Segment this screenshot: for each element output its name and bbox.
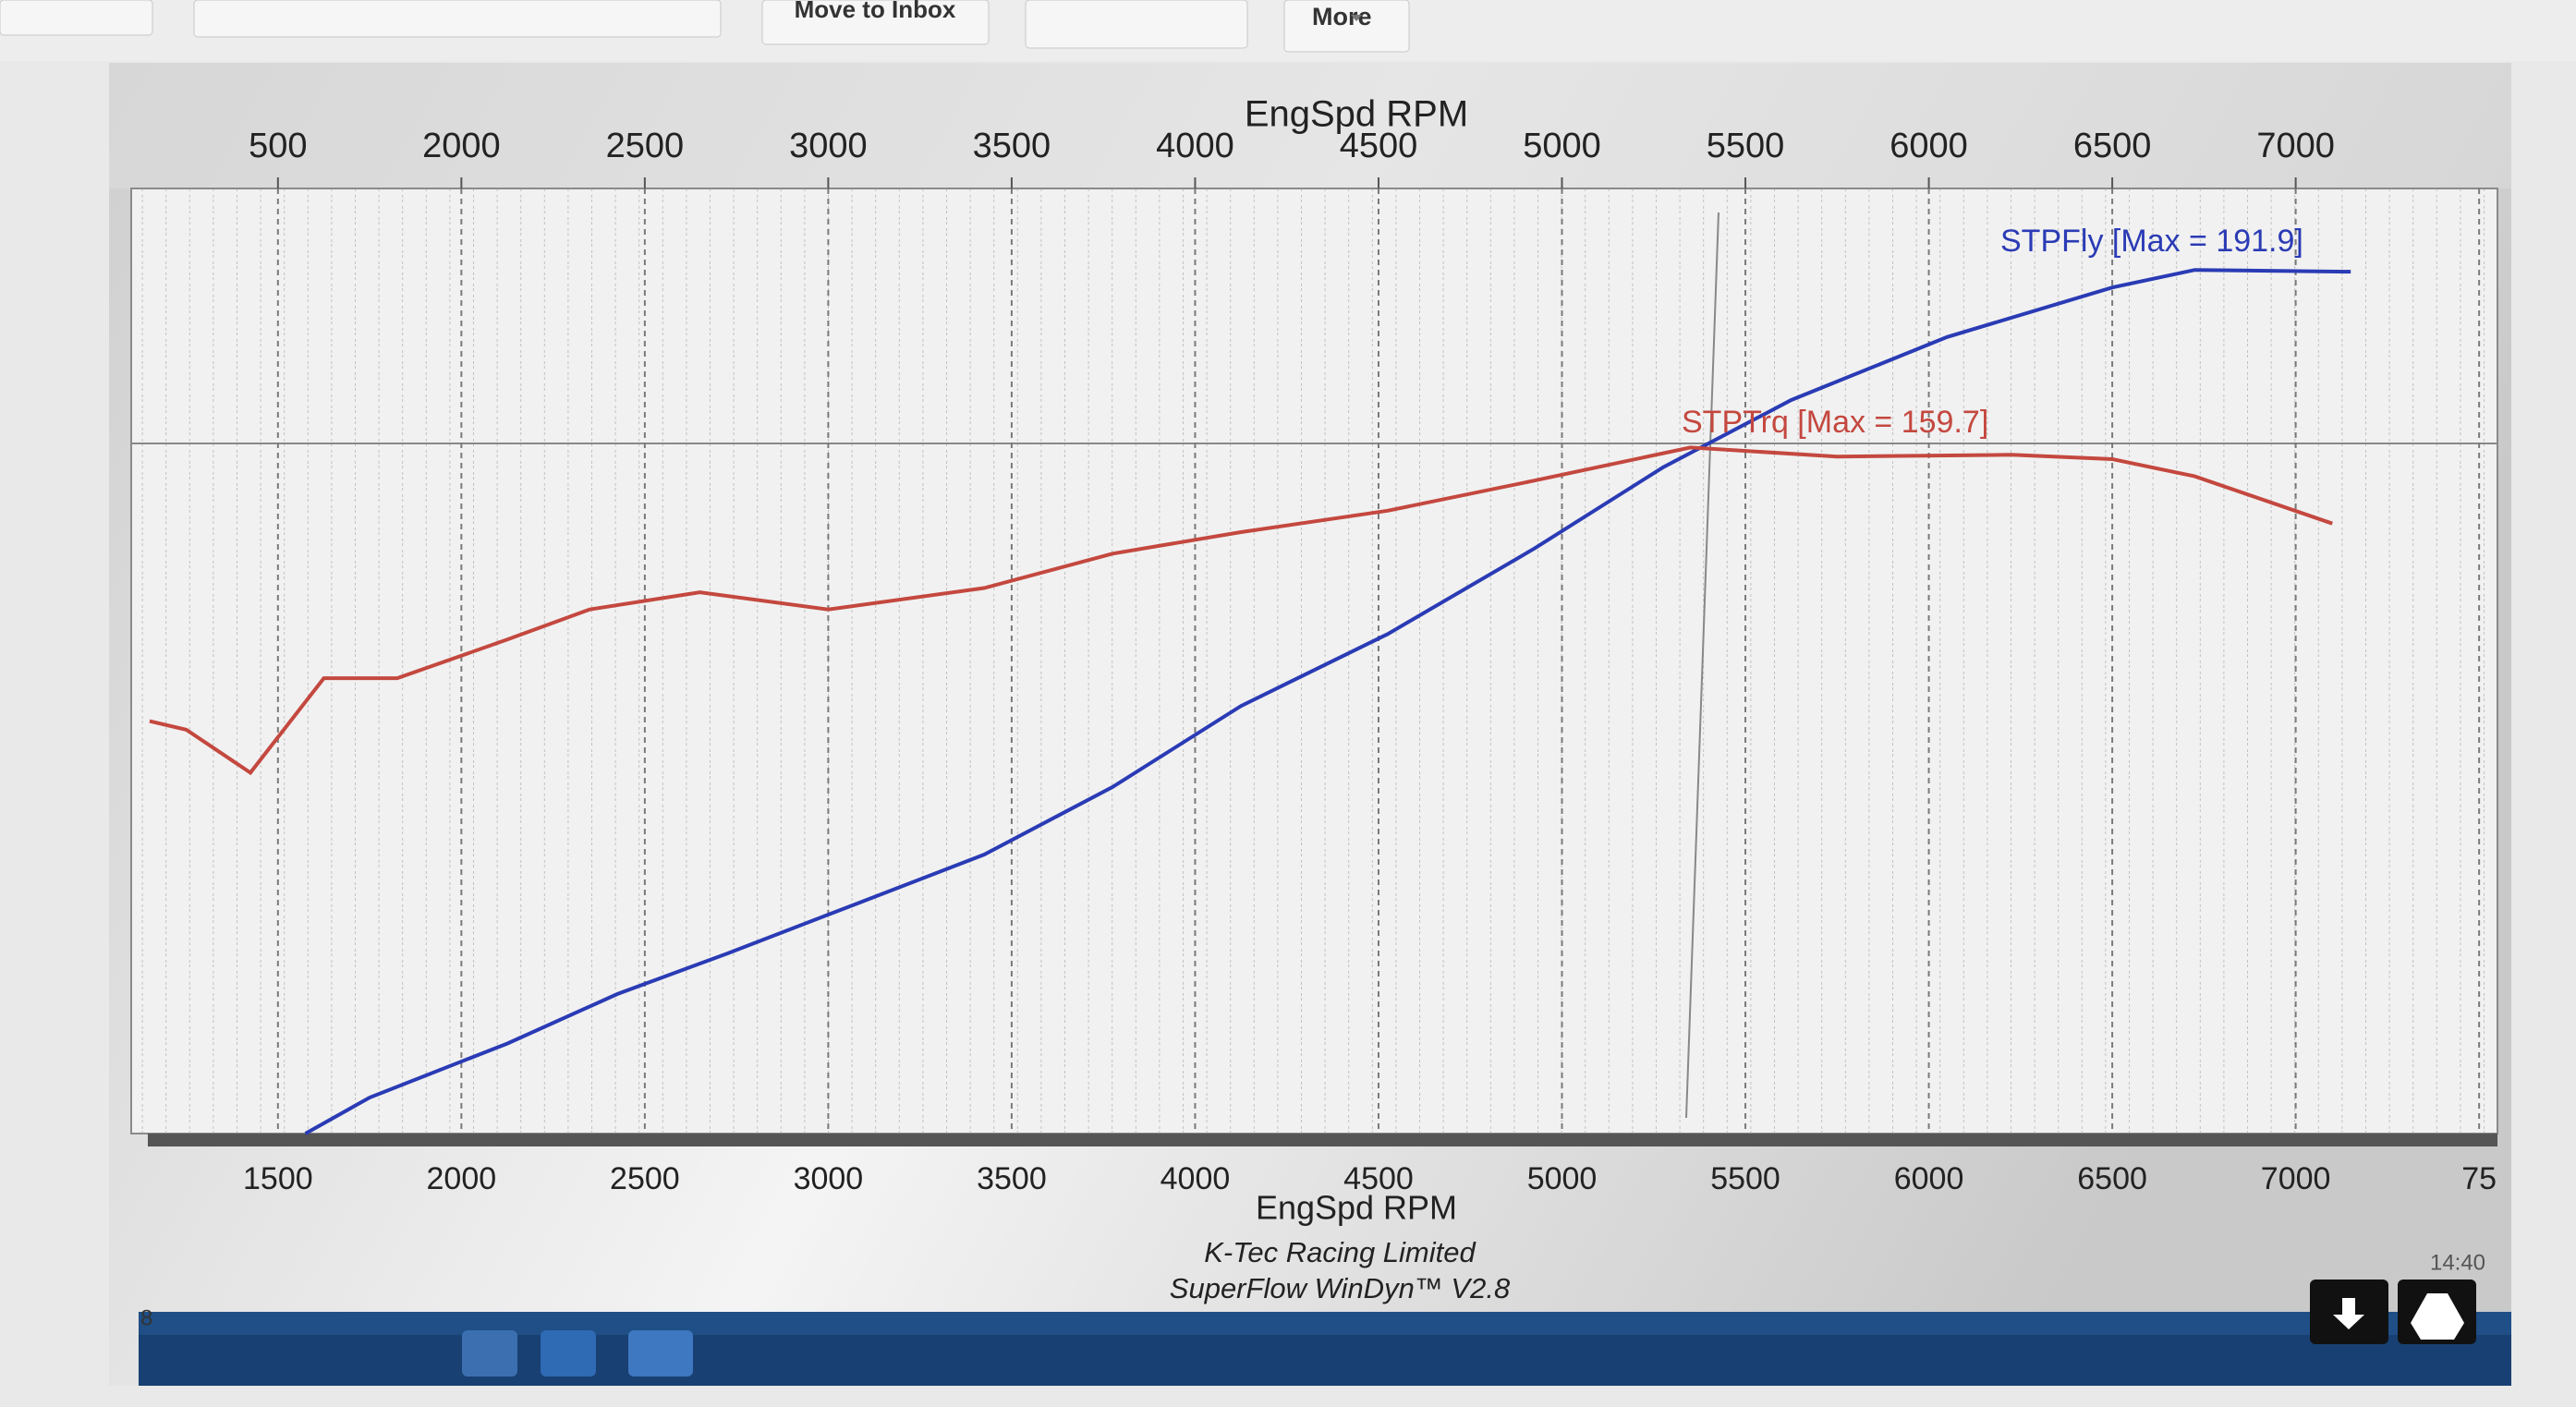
x-tick-label: 4500 (1343, 1161, 1414, 1196)
x-tick-label: 2500 (610, 1161, 680, 1196)
clock: 14:40 (2430, 1250, 2485, 1275)
x2-tick-label: 6500 (2073, 127, 2152, 165)
x2-tick-label: 2500 (606, 127, 685, 165)
button-group[interactable] (193, 0, 722, 38)
x-tick-label: 6500 (2077, 1161, 2147, 1196)
button[interactable] (761, 0, 990, 45)
x-tick-label: 5000 (1527, 1161, 1598, 1196)
cursor-line (1685, 212, 1719, 1119)
x2-tick-label: 3500 (973, 127, 1051, 165)
taskbar-icon[interactable] (628, 1330, 693, 1377)
x-axis-bar (148, 1134, 2497, 1146)
footer-company: K-Tec Racing Limited (1204, 1236, 1476, 1268)
series-line (304, 268, 2351, 1135)
x-tick-label: 4000 (1160, 1161, 1231, 1196)
x-tick-label: 5500 (1710, 1161, 1780, 1196)
taskbar-icon[interactable] (541, 1330, 596, 1377)
x-tick-label: 75 (2461, 1161, 2497, 1196)
button[interactable] (1025, 0, 1248, 49)
taskbar-icon[interactable] (462, 1330, 517, 1377)
x2-tick-label: 7000 (2256, 127, 2335, 165)
x-tick-label: 6000 (1894, 1161, 1964, 1196)
x-tick-label: 3500 (977, 1161, 1047, 1196)
corner-label: 8 (140, 1305, 152, 1330)
button-label: Move to Inbox (795, 0, 956, 23)
download-icon (2333, 1298, 2364, 1329)
x2-axis-title: EngSpd RPM (1245, 94, 1468, 135)
footer-software: SuperFlow WinDyn™ V2.8 (1170, 1272, 1511, 1304)
x-tick-label: 3000 (794, 1161, 864, 1196)
drive-icon (2411, 1293, 2464, 1340)
x2-tick-label: 500 (249, 127, 307, 165)
x2-tick-label: 3000 (789, 127, 868, 165)
button-label: More (1312, 3, 1372, 30)
button[interactable] (1283, 0, 1410, 53)
top-axis-band (109, 63, 2511, 188)
series-label: STPTrq [Max = 159.7] (1682, 405, 1988, 440)
taskbar-lower (139, 1335, 2511, 1386)
x2-tick-label: 2000 (422, 127, 501, 165)
x2-tick-label: 5500 (1707, 127, 1785, 165)
x2-tick-label: 5000 (1523, 127, 1601, 165)
x2-tick-label: 6000 (1889, 127, 1968, 165)
series-line (149, 445, 2333, 776)
x-axis-title: EngSpd RPM (1256, 1189, 1457, 1227)
dropdown-arrow (1351, 15, 1362, 21)
series-label: STPFly [Max = 191.9] (2000, 224, 2303, 259)
x-tick-label: 7000 (2261, 1161, 2331, 1196)
x-tick-label: 1500 (243, 1161, 313, 1196)
minor-grid (131, 188, 2497, 1134)
x2-tick-label: 4000 (1156, 127, 1234, 165)
x2-tick-label: 4500 (1340, 127, 1418, 165)
x-tick-label: 2000 (427, 1161, 497, 1196)
button[interactable] (0, 0, 153, 36)
